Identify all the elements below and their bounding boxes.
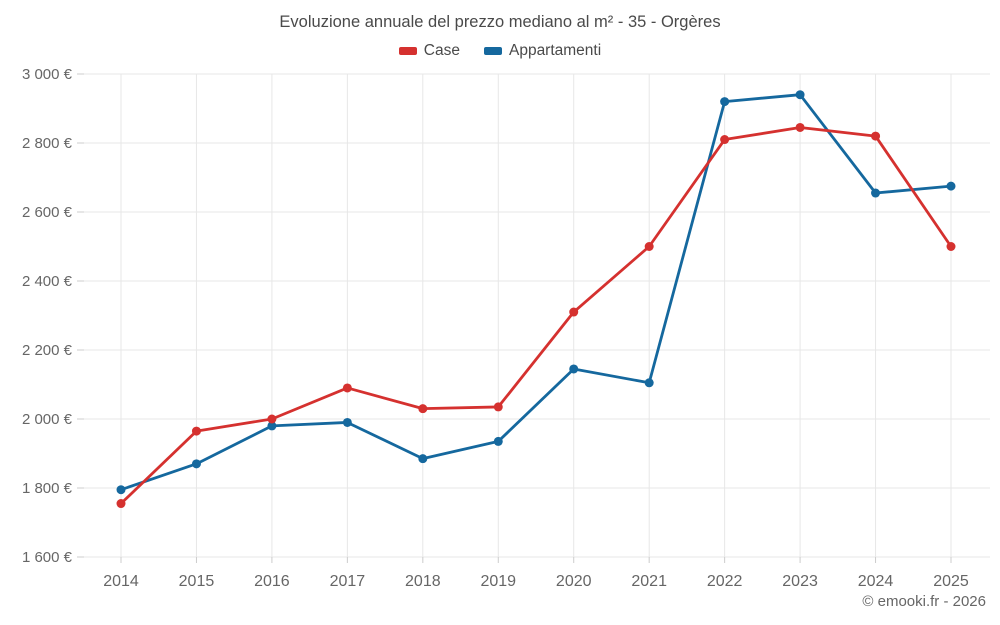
series-case [116, 122, 956, 509]
x-axis-tick-label: 2025 [933, 573, 969, 590]
y-axis-tick-label: 2 600 € [22, 204, 73, 221]
data-point-marker[interactable] [116, 499, 126, 509]
data-point-marker[interactable] [644, 378, 654, 388]
chart-legend: Case Appartamenti [0, 42, 1000, 60]
x-axis-tick-label: 2015 [179, 573, 215, 590]
series-appartamenti [116, 90, 956, 495]
x-axis-tick-label: 2014 [103, 573, 139, 590]
y-axis-tick-label: 1 800 € [22, 480, 73, 497]
series-line [119, 93, 953, 492]
data-point-marker[interactable] [191, 426, 201, 436]
data-point-marker[interactable] [946, 242, 956, 251]
legend-label-case: Case [423, 42, 460, 59]
data-point-marker[interactable] [493, 436, 503, 446]
data-point-marker[interactable] [116, 485, 126, 495]
legend-item-case[interactable]: Case [398, 42, 460, 60]
data-point-marker[interactable] [267, 421, 277, 431]
y-axis-tick-label: 2 400 € [22, 273, 73, 290]
y-axis-tick-label: 1 600 € [22, 549, 73, 566]
data-point-marker[interactable] [267, 414, 277, 424]
x-axis-tick-label: 2018 [405, 573, 441, 590]
y-axis-tick-label: 2 800 € [22, 135, 73, 152]
y-axis-tick-label: 2 000 € [22, 411, 73, 428]
data-point-marker[interactable] [418, 404, 428, 414]
series-line [119, 126, 953, 505]
x-axis-tick-label: 2016 [254, 573, 290, 590]
x-axis-tick-label: 2020 [556, 573, 592, 590]
data-point-marker[interactable] [342, 417, 352, 427]
data-point-marker[interactable] [644, 242, 654, 251]
legend-label-appartamenti: Appartamenti [508, 42, 602, 59]
data-point-marker[interactable] [795, 122, 805, 132]
y-axis-tick-label: 2 200 € [22, 342, 73, 359]
data-point-marker[interactable] [191, 459, 201, 469]
y-axis-tick-label: 3 000 € [22, 66, 73, 83]
x-axis-tick-label: 2019 [480, 573, 516, 590]
data-point-marker[interactable] [569, 307, 579, 317]
x-axis-tick-label: 2017 [330, 573, 366, 590]
legend-swatch-appartamenti-icon [483, 47, 502, 55]
data-point-marker[interactable] [493, 402, 503, 412]
legend-swatch-case-icon [398, 47, 417, 55]
legend-item-appartamenti[interactable]: Appartamenti [483, 42, 602, 60]
data-point-marker[interactable] [795, 90, 805, 100]
x-axis-tick-label: 2022 [707, 573, 743, 590]
data-point-marker[interactable] [871, 131, 881, 141]
data-point-marker[interactable] [569, 364, 579, 374]
data-point-marker[interactable] [418, 454, 428, 464]
data-point-marker[interactable] [871, 188, 881, 198]
x-axis-tick-label: 2021 [631, 573, 667, 590]
x-axis-tick-label: 2023 [782, 573, 818, 590]
data-point-marker[interactable] [720, 97, 730, 107]
data-point-marker[interactable] [720, 135, 730, 145]
footer-credit: © emooki.fr - 2026 [862, 593, 986, 610]
data-point-marker[interactable] [342, 383, 352, 393]
grid-lines: 1 600 € 1 800 € 2 000 € 2 200 € 2 400 € 2 600… [22, 66, 990, 590]
x-axis-tick-label: 2024 [858, 573, 894, 590]
chart-title: Evoluzione annuale del prezzo mediano al… [279, 13, 721, 31]
data-point-marker[interactable] [946, 181, 956, 191]
